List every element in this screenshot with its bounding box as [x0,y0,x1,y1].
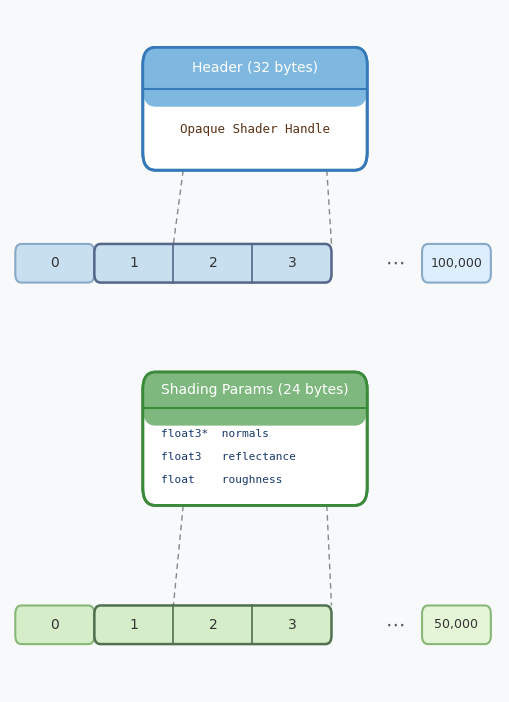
Text: 1: 1 [129,618,138,632]
Bar [143,86,366,98]
Text: float3   reflectance: float3 reflectance [160,452,295,462]
Text: 1: 1 [129,256,138,270]
Text: Opaque Shader Handle: Opaque Shader Handle [180,123,329,136]
Text: Shading Params (24 bytes): Shading Params (24 bytes) [161,383,348,397]
FancyBboxPatch shape [421,244,490,282]
FancyBboxPatch shape [15,244,94,282]
Text: ⋯: ⋯ [385,253,404,273]
Text: float3*  normals: float3* normals [160,429,268,439]
FancyBboxPatch shape [143,372,366,505]
Text: 0: 0 [50,256,59,270]
Text: 100,000: 100,000 [430,257,482,270]
Text: ⋯: ⋯ [385,615,404,635]
FancyBboxPatch shape [143,48,366,107]
FancyBboxPatch shape [15,605,94,644]
Text: 0: 0 [50,618,59,632]
Text: float    roughness: float roughness [160,475,281,485]
FancyBboxPatch shape [143,48,366,170]
Text: 2: 2 [208,618,217,632]
Text: 50,000: 50,000 [434,618,477,631]
FancyBboxPatch shape [94,244,331,282]
Text: 3: 3 [287,618,296,632]
Bar [143,406,366,417]
Text: Header (32 bytes): Header (32 bytes) [191,61,318,75]
Text: 2: 2 [208,256,217,270]
FancyBboxPatch shape [421,605,490,644]
FancyBboxPatch shape [94,605,331,644]
FancyBboxPatch shape [143,372,366,425]
Text: 3: 3 [287,256,296,270]
